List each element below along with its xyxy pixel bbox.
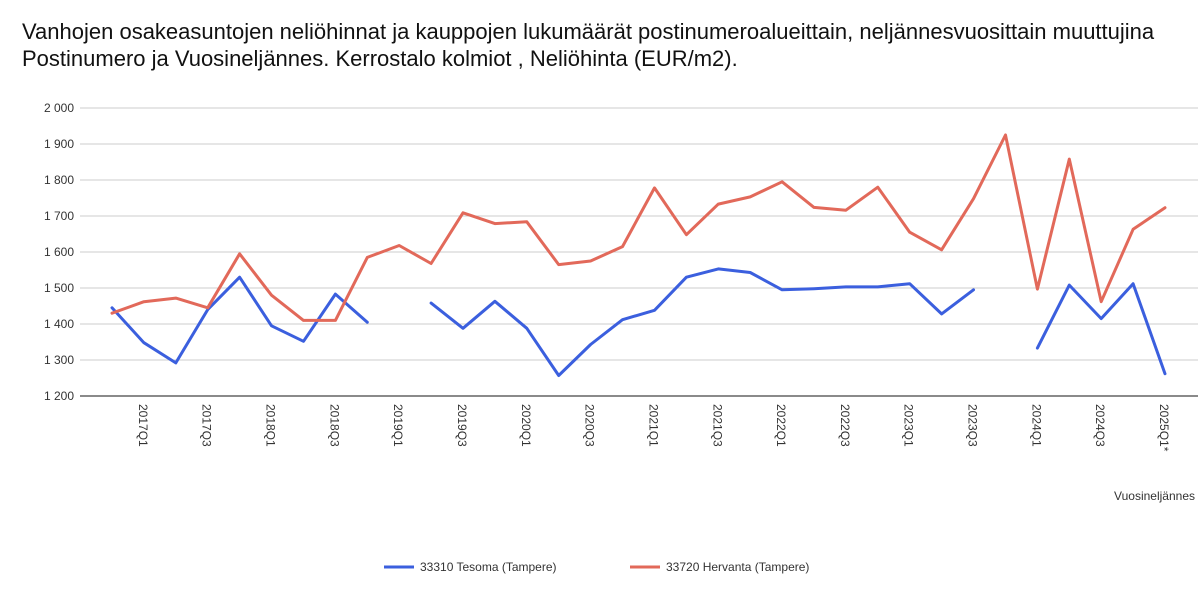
x-tick-label: 2021Q3 [710,404,724,447]
x-tick-label: 2022Q1 [774,404,788,447]
series-lines [110,133,1167,377]
x-axis-label: Vuosineljännes [1114,489,1195,503]
x-tick-label: 2017Q1 [136,404,150,447]
x-tick-label: 2020Q1 [519,404,533,447]
x-tick-label: 2019Q1 [391,404,405,447]
x-tick-label: 2022Q3 [838,404,852,447]
legend-label-2: 33720 Hervanta (Tampere) [666,560,809,574]
y-tick-label: 1 200 [44,389,74,403]
x-tick-label: 2020Q3 [583,404,597,447]
x-tick-label: 2021Q1 [646,404,660,447]
y-tick-label: 1 700 [44,209,74,223]
y-tick-label: 1 600 [44,245,74,259]
chart-title: Vanhojen osakeasuntojen neliöhinnat ja k… [22,19,1155,71]
y-tick-label: 1 800 [44,173,74,187]
y-tick-label: 1 500 [44,281,74,295]
x-tick-label: 2018Q3 [327,404,341,447]
y-axis-tick-labels: 1 200 1 300 1 400 1 500 1 600 1 700 1 800 1 900… [44,101,74,403]
x-tick-label: 2024Q1 [1029,404,1043,447]
x-tick-label: 2017Q3 [200,404,214,447]
x-tick-label: 2025Q1* [1157,404,1171,452]
legend-label-1: 33310 Tesoma (Tampere) [420,560,557,574]
x-axis-tick-labels: 2017Q1 2017Q3 2018Q1 2018Q3 2019Q1 2019Q3 2020… [136,404,1171,452]
y-tick-label: 2 000 [44,101,74,115]
legend: 33310 Tesoma (Tampere) 33720 Hervanta (Ta… [384,560,809,574]
gridlines [80,107,1198,397]
x-tick-label: 2019Q3 [455,404,469,447]
series-line-1 [110,267,1167,377]
x-tick-label: 2018Q1 [264,404,278,447]
series-line-2 [110,133,1167,322]
y-tick-label: 1 400 [44,317,74,331]
x-tick-label: 2023Q1 [902,404,916,447]
x-tick-label: 2023Q3 [966,404,980,447]
y-tick-label: 1 300 [44,353,74,367]
x-tick-label: 2024Q3 [1093,404,1107,447]
y-tick-label: 1 900 [44,137,74,151]
